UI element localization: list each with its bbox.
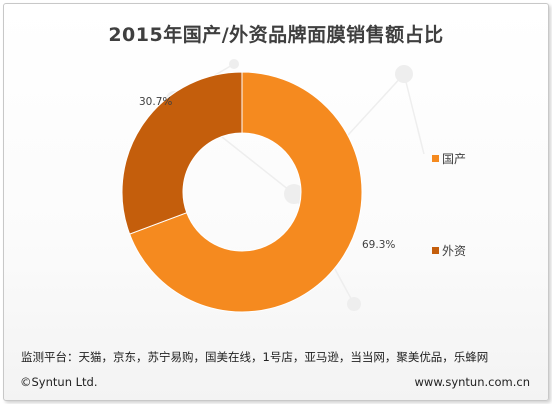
legend-swatch-domestic [432,155,439,162]
chart-frame: 2015年国产/外资品牌面膜销售额占比 69.3% 30.7% 国产 外资 监测平… [3,3,549,401]
website-text: www.syntun.com.cn [414,375,530,389]
legend-item-foreign: 外资 [432,242,466,259]
monitoring-platforms-note: 监测平台：天猫，京东，苏宁易购，国美在线，1号店，亚马逊，当当网，聚美优品，乐蜂… [21,350,489,364]
legend-label-foreign: 外资 [442,244,467,258]
data-label-foreign: 30.7% [139,96,172,108]
chart-title: 2015年国产/外资品牌面膜销售额占比 [108,24,444,46]
donut-slice-domestic [128,71,363,313]
donut-slice-foreign [121,71,243,235]
copyright-text: ©Syntun Ltd. [20,375,98,389]
donut-chart: 69.3% 30.7% [121,71,395,313]
data-label-domestic: 69.3% [362,239,395,251]
legend-item-domestic: 国产 [432,150,466,167]
legend-swatch-foreign [432,247,439,254]
legend-label-domestic: 国产 [442,152,467,166]
